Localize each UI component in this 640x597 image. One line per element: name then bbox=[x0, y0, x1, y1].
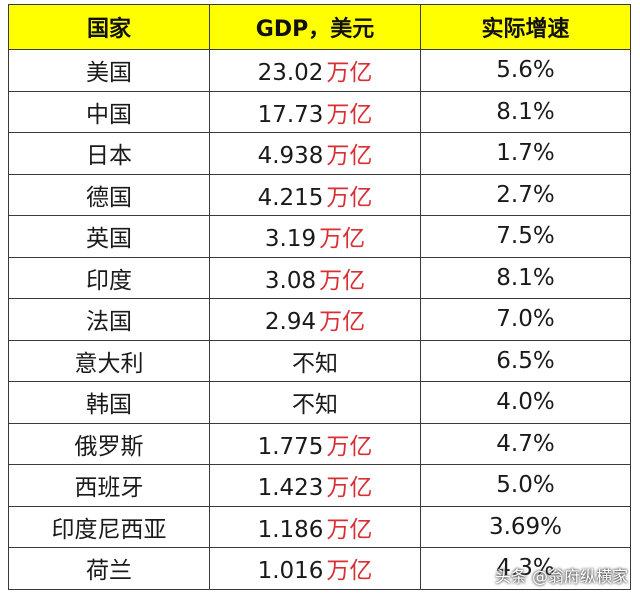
cell-growth[interactable]: 1.7% bbox=[420, 132, 631, 175]
cell-country[interactable]: 意大利 bbox=[8, 339, 210, 382]
cell-growth[interactable]: 8.1% bbox=[420, 90, 631, 133]
header-gdp[interactable]: GDP，美元 bbox=[209, 4, 421, 50]
table-row: 荷兰 1.016 万亿 4.3% bbox=[8, 547, 631, 590]
cell-country[interactable]: 俄罗斯 bbox=[8, 422, 210, 465]
gdp-value: 1.186 bbox=[257, 516, 324, 543]
cell-country[interactable]: 日本 bbox=[8, 132, 210, 175]
gdp-unit: 万亿 bbox=[326, 60, 373, 87]
cell-country[interactable]: 英国 bbox=[8, 215, 210, 258]
gdp-value: 4.215 bbox=[257, 184, 324, 211]
cell-gdp[interactable]: 1.775 万亿 bbox=[209, 422, 421, 465]
cell-gdp[interactable]: 不知 bbox=[209, 381, 421, 424]
table-row: 俄罗斯 1.775 万亿 4.7% bbox=[8, 422, 631, 465]
gdp-value: 不知 bbox=[292, 350, 338, 377]
cell-gdp[interactable]: 17.73 万亿 bbox=[209, 90, 421, 133]
cell-gdp[interactable]: 4.215 万亿 bbox=[209, 173, 421, 216]
gdp-unit: 万亿 bbox=[319, 267, 366, 294]
cell-country[interactable]: 西班牙 bbox=[8, 464, 210, 507]
gdp-value: 3.19 bbox=[264, 226, 317, 253]
gdp-unit: 万亿 bbox=[326, 101, 373, 128]
table-row: 韩国 不知 4.0% bbox=[8, 381, 631, 424]
cell-gdp[interactable]: 1.016 万亿 bbox=[209, 547, 421, 590]
table-row: 德国 4.215 万亿 2.7% bbox=[8, 173, 631, 216]
table-row: 美国 23.02 万亿 5.6% bbox=[8, 49, 631, 92]
watermark: 头条 @翁府纵横家 bbox=[494, 567, 628, 586]
cell-growth[interactable]: 5.6% bbox=[420, 49, 631, 92]
header-growth[interactable]: 实际增速 bbox=[420, 4, 631, 50]
table-body: 美国 23.02 万亿 5.6% 中国 17.73 万亿 8.1% 日本 4.938 万亿 1.7% 德… bbox=[8, 49, 631, 590]
gdp-value: 2.94 bbox=[264, 309, 317, 336]
gdp-value: 1.423 bbox=[257, 475, 324, 502]
cell-country[interactable]: 美国 bbox=[8, 49, 210, 92]
cell-country[interactable]: 中国 bbox=[8, 90, 210, 133]
cell-growth[interactable]: 8.1% bbox=[420, 256, 631, 299]
gdp-value: 17.73 bbox=[257, 101, 324, 128]
table-row: 中国 17.73 万亿 8.1% bbox=[8, 90, 631, 133]
cell-country[interactable]: 法国 bbox=[8, 298, 210, 341]
gdp-unit: 万亿 bbox=[326, 433, 373, 460]
gdp-unit: 万亿 bbox=[326, 516, 373, 543]
gdp-unit: 万亿 bbox=[326, 143, 373, 170]
table-row: 英国 3.19 万亿 7.5% bbox=[8, 215, 631, 258]
cell-country[interactable]: 韩国 bbox=[8, 381, 210, 424]
gdp-unit: 万亿 bbox=[319, 309, 366, 336]
cell-growth[interactable]: 7.0% bbox=[420, 298, 631, 341]
cell-growth[interactable]: 2.7% bbox=[420, 173, 631, 216]
table-row: 西班牙 1.423 万亿 5.0% bbox=[8, 464, 631, 507]
gdp-unit: 万亿 bbox=[326, 558, 373, 585]
gdp-unit: 万亿 bbox=[326, 184, 373, 211]
cell-growth[interactable]: 3.69% bbox=[420, 505, 631, 548]
table-row: 印度尼西亚 1.186 万亿 3.69% bbox=[8, 505, 631, 548]
cell-country[interactable]: 印度 bbox=[8, 256, 210, 299]
gdp-value: 3.08 bbox=[264, 267, 317, 294]
gdp-value: 1.775 bbox=[257, 433, 324, 460]
gdp-value: 1.016 bbox=[257, 558, 324, 585]
table-row: 日本 4.938 万亿 1.7% bbox=[8, 132, 631, 175]
gdp-unit: 万亿 bbox=[326, 475, 373, 502]
cell-gdp[interactable]: 不知 bbox=[209, 339, 421, 382]
gdp-value: 4.938 bbox=[257, 143, 324, 170]
header-row: 国家 GDP，美元 实际增速 bbox=[8, 4, 631, 50]
gdp-value: 23.02 bbox=[257, 60, 324, 87]
cell-gdp[interactable]: 2.94 万亿 bbox=[209, 298, 421, 341]
cell-growth[interactable]: 5.0% bbox=[420, 464, 631, 507]
cell-growth[interactable]: 4.7% bbox=[420, 422, 631, 465]
cell-gdp[interactable]: 3.08 万亿 bbox=[209, 256, 421, 299]
table-row: 法国 2.94 万亿 7.0% bbox=[8, 298, 631, 341]
cell-country[interactable]: 印度尼西亚 bbox=[8, 505, 210, 548]
cell-growth[interactable]: 6.5% bbox=[420, 339, 631, 382]
table-row: 意大利 不知 6.5% bbox=[8, 339, 631, 382]
cell-country[interactable]: 德国 bbox=[8, 173, 210, 216]
cell-growth[interactable]: 4.3% bbox=[420, 547, 631, 590]
cell-growth[interactable]: 4.0% bbox=[420, 381, 631, 424]
cell-gdp[interactable]: 23.02 万亿 bbox=[209, 49, 421, 92]
cell-gdp[interactable]: 3.19 万亿 bbox=[209, 215, 421, 258]
table-row: 印度 3.08 万亿 8.1% bbox=[8, 256, 631, 299]
cell-gdp[interactable]: 1.423 万亿 bbox=[209, 464, 421, 507]
cell-gdp[interactable]: 1.186 万亿 bbox=[209, 505, 421, 548]
cell-growth[interactable]: 7.5% bbox=[420, 215, 631, 258]
gdp-table: 国家 GDP，美元 实际增速 美国 23.02 万亿 5.6% 中国 17.73 万亿 8.1… bbox=[8, 4, 631, 590]
header-country[interactable]: 国家 bbox=[8, 4, 210, 50]
gdp-unit: 万亿 bbox=[319, 226, 366, 253]
gdp-value: 不知 bbox=[292, 392, 338, 419]
cell-gdp[interactable]: 4.938 万亿 bbox=[209, 132, 421, 175]
cell-country[interactable]: 荷兰 bbox=[8, 547, 210, 590]
